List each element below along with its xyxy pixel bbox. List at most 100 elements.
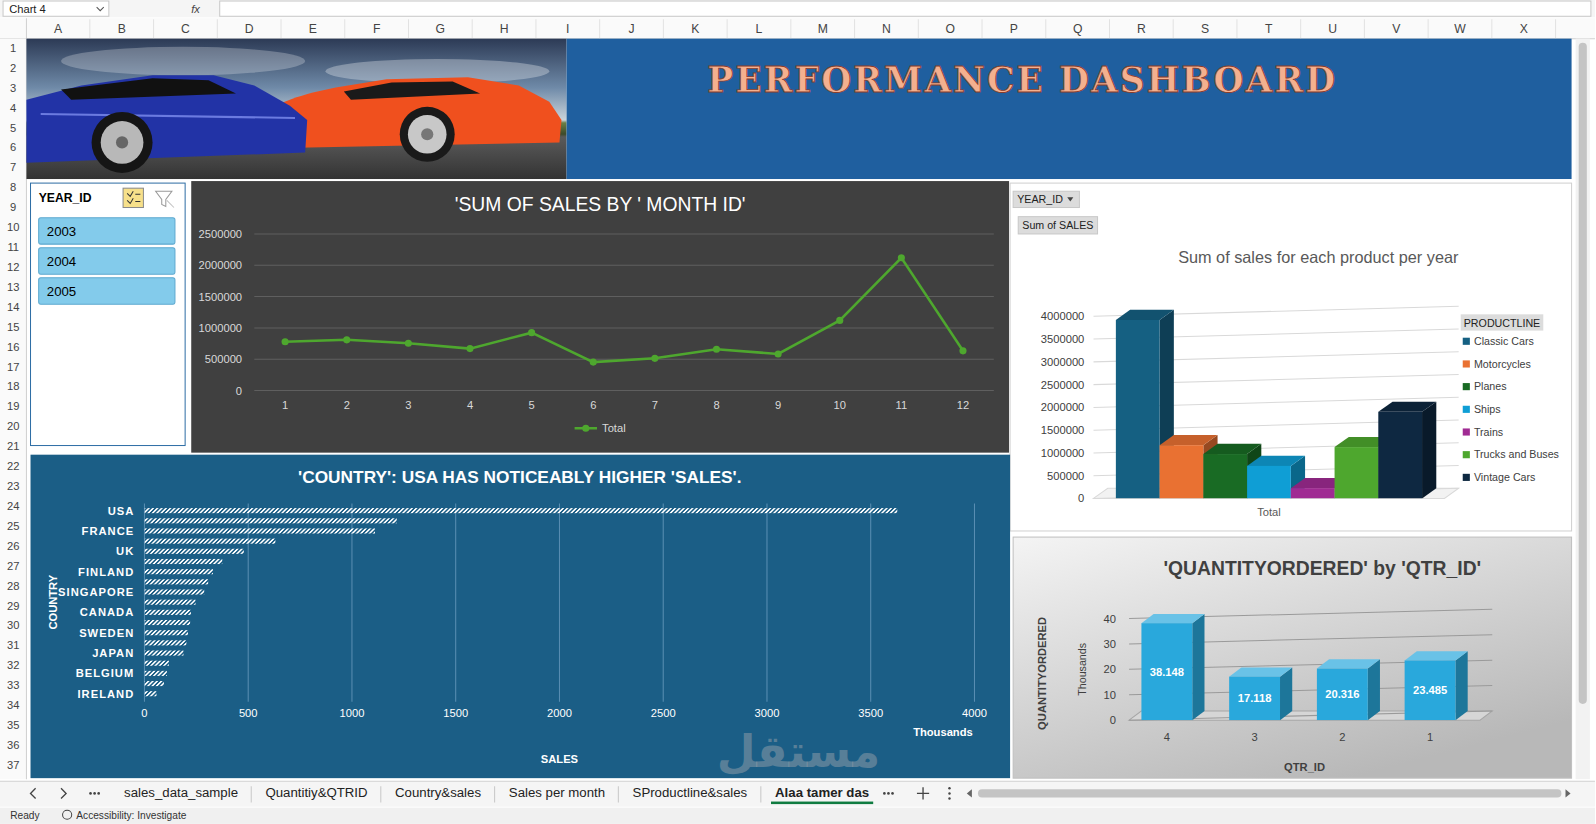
tab-more-dot[interactable] [891, 792, 894, 795]
h-scroll-left[interactable] [967, 789, 972, 797]
h-scroll-right[interactable] [1565, 789, 1570, 797]
row-header: 32 [7, 659, 19, 671]
column-header: X [1520, 22, 1528, 36]
grid-line [254, 296, 994, 297]
clear-filter-icon[interactable] [156, 191, 172, 206]
multi-select-glyph [127, 191, 140, 203]
pivot-button[interactable] [1013, 191, 1079, 207]
slicer-item-label: 2003 [47, 224, 76, 239]
row-header: 6 [10, 141, 16, 153]
tab-options-dot[interactable] [948, 797, 950, 799]
name-box [3, 1, 109, 16]
legend-swatch [1463, 474, 1470, 481]
status-ready: Ready [10, 810, 40, 821]
sheet-tab[interactable]: Country&sales [395, 785, 481, 800]
column-divider [663, 19, 664, 38]
status-bar [0, 808, 1595, 824]
row-header: 11 [7, 241, 19, 253]
column-header: S [1201, 22, 1209, 36]
x-tick-label: 1 [282, 399, 288, 411]
background [0, 0, 1595, 824]
name-box-arrow [97, 7, 104, 11]
column-header: J [628, 22, 634, 36]
tab-nav-next[interactable] [61, 788, 66, 798]
tab-options-dot[interactable] [948, 792, 950, 794]
legend-label: Classic Cars [1474, 335, 1534, 347]
row-header: 8 [10, 181, 16, 193]
h-scroll-thumb[interactable] [978, 789, 1561, 797]
row-header: 13 [7, 281, 19, 293]
rim [101, 121, 144, 164]
column-header: O [945, 22, 954, 36]
bar [1378, 412, 1422, 499]
row-header-bar [0, 39, 26, 780]
column-header: Q [1073, 22, 1082, 36]
series-marks [1116, 310, 1436, 499]
sheet-tab[interactable]: sales_data_sample [124, 785, 238, 800]
tab-more-dot[interactable] [883, 792, 886, 795]
x-axis-title: QTR_ID [1284, 761, 1325, 773]
sheet-tab[interactable]: Alaa tamer das [775, 785, 869, 800]
chart-background [31, 455, 1011, 778]
slicer-item[interactable] [39, 278, 175, 304]
tab-nav-prev[interactable] [31, 788, 36, 798]
dashboard-title: PERFORMANCE DASHBOARD [707, 60, 1337, 100]
sheet-tab[interactable]: Quantitiy&QTRID [265, 785, 367, 800]
tab-bar [0, 781, 1595, 806]
slicer-item-label: 2005 [47, 284, 76, 299]
column-header: M [818, 22, 828, 36]
x-tick-label: 2 [344, 399, 350, 411]
car-image [26, 39, 566, 179]
bar [144, 528, 375, 533]
tab-options-dot[interactable] [948, 787, 950, 789]
grid-line [254, 233, 994, 234]
row-header: 37 [7, 759, 19, 771]
column-header: N [882, 22, 891, 36]
y-tick-label: 3500000 [1041, 333, 1085, 345]
formula-label: fx [191, 3, 200, 15]
chart-background [1013, 537, 1571, 778]
chart-background [1010, 183, 1571, 531]
tab-separator [494, 786, 495, 802]
y-tick-label: 0 [1110, 714, 1116, 726]
car-window [61, 78, 236, 99]
sheet-tab[interactable]: SProductline&sales [633, 785, 748, 800]
row-header: 34 [7, 699, 19, 711]
status-accessibility[interactable]: Accessibility: Investigate [76, 810, 186, 821]
x-tick-label: 5 [529, 399, 535, 411]
tab-more-dot[interactable] [97, 792, 100, 795]
y-axis-title: QUANTITYORDERED [1036, 617, 1048, 730]
y-tick-label: USA [108, 505, 135, 517]
data-label: 17.118 [1238, 692, 1272, 704]
x-tick-label: 2500 [651, 707, 676, 719]
rim [408, 115, 447, 154]
multi-select-icon[interactable] [123, 188, 143, 207]
bar [144, 610, 190, 615]
legend-swatch [1463, 451, 1470, 458]
tab-more-dot[interactable] [93, 792, 96, 795]
column-divider [1109, 19, 1110, 38]
slicer-item[interactable] [39, 218, 175, 244]
tab-separator [251, 786, 252, 802]
pivot-button[interactable] [1018, 217, 1097, 234]
pivot-button-label: Sum of SALES [1022, 219, 1093, 231]
legend-label: Vintage Cars [1474, 471, 1536, 483]
y-axis-title: COUNTRY [47, 574, 59, 629]
legend-marker [582, 425, 589, 432]
formula-input [220, 1, 1591, 16]
tab-more-dot[interactable] [887, 792, 890, 795]
column-divider [1555, 19, 1556, 38]
bar [144, 559, 222, 564]
slicer-item[interactable] [39, 248, 175, 274]
tab-more-dot[interactable] [89, 792, 92, 795]
column-header: B [118, 22, 126, 36]
bar-top-face [1247, 456, 1305, 466]
legend: Total [575, 422, 626, 434]
x-tick-label: 11 [896, 399, 908, 411]
add-sheet[interactable] [917, 787, 929, 799]
line-marker [713, 346, 720, 353]
chart-panel: 'QUANTITYORDERED' by 'QTR_ID'01020304038… [1013, 537, 1571, 778]
y-tick-label: 4000000 [1041, 310, 1085, 322]
sheet-tab[interactable]: Sales per month [509, 785, 605, 800]
y-tick-label: 0 [1078, 492, 1084, 504]
